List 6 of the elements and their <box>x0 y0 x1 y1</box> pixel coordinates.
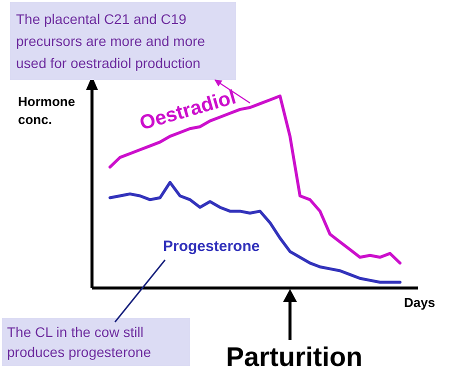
series-label: Progesterone <box>163 238 260 255</box>
x-axis-title: Days <box>404 295 436 310</box>
text: The placental C21 and C19 precursors are more and more used for oestradiol production <box>16 11 206 71</box>
y-axis-title: Hormone conc. <box>18 94 76 127</box>
text: The CL in the cow still produces progesterone <box>7 324 152 360</box>
text: Parturition <box>226 342 363 371</box>
